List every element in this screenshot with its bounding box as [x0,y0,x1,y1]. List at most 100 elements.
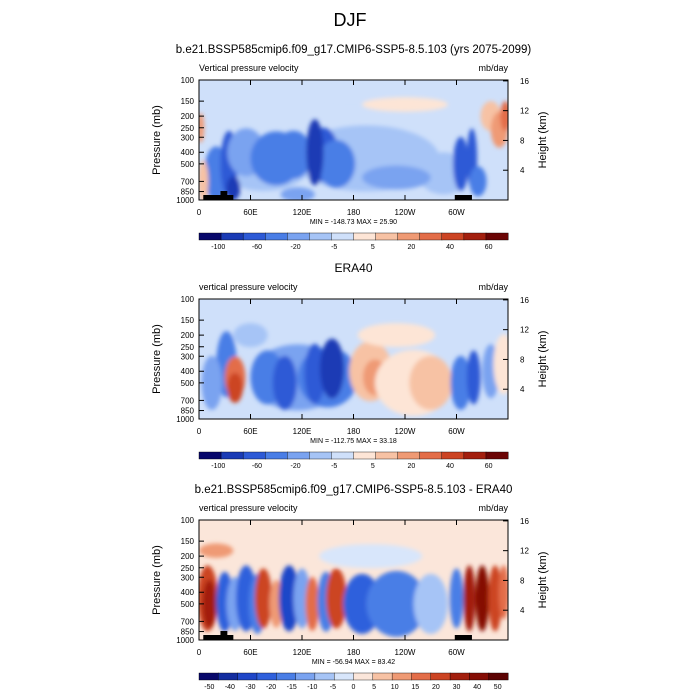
field-region [450,355,472,410]
field-region [453,136,469,191]
field-region [278,565,300,632]
lon-tick-label: 60W [448,648,465,657]
panel-title: b.e21.BSSP585cmip6.f09_g17.CMIP6-SSP5-8.… [176,44,532,56]
height-tick-label: 12 [520,326,529,335]
panel-units-label: mb/day [478,63,508,73]
lon-tick-label: 60W [448,427,465,436]
colorbar-swatch [397,232,421,241]
colorbar-swatch [353,672,374,681]
pressure-tick-label: 850 [181,188,195,197]
colorbar-swatch [242,451,266,460]
min-max-stats: MIN = -112.75 MAX = 33.18 [310,438,397,445]
pressure-tick-label: 100 [181,76,195,85]
colorbar-swatch [463,451,487,460]
colorbar-swatch [469,672,490,681]
colorbar-swatch [242,232,266,241]
topography [203,631,472,640]
colorbar-label: 5 [371,244,375,251]
y2-axis-label: Height (km) [537,331,549,388]
pressure-tick-label: 100 [181,516,195,525]
lon-tick-label: 0 [197,648,202,657]
pressure-tick-label: 400 [181,367,195,376]
page-title: DJF [334,10,367,30]
field-blobs [199,543,508,637]
pressure-tick-label: 150 [181,537,195,546]
colorbar-label: -20 [291,463,301,470]
colorbar-swatch [309,232,332,241]
colorbar-label: 60 [485,463,493,470]
colorbar-swatch [441,232,465,241]
field-region [366,570,427,637]
pressure-tick-label: 300 [181,352,195,361]
pressure-tick-label: 300 [181,133,195,142]
topography [203,191,472,200]
pressure-tick-label: 100 [181,295,195,304]
colorbar-label: -15 [287,684,297,691]
lon-tick-label: 60E [243,208,257,217]
colorbar-swatch [419,451,443,460]
contour-field [199,520,508,640]
pressure-tick-label: 850 [181,407,195,416]
contour-field [199,80,508,200]
field-region [199,543,234,558]
field-region [280,187,315,200]
field-region [319,87,388,100]
panel-units-label: mb/day [478,503,508,513]
pressure-tick-label: 500 [181,160,195,169]
pressure-tick-label: 700 [181,396,195,405]
pressure-tick-label: 250 [181,124,195,133]
colorbar-swatch [309,451,332,460]
colorbar-swatch [391,672,412,681]
panels: b.e21.BSSP585cmip6.f09_g17.CMIP6-SSP5-8.… [151,44,549,691]
panel-title: ERA40 [334,261,372,275]
colorbar: -100 -60 -20 -5 5 20 40 60 [198,451,509,470]
min-max-stats: MIN = -148.73 MAX = 25.90 [310,219,397,226]
lon-tick-label: 180 [347,427,361,436]
colorbar-label: -60 [252,463,262,470]
topography-bar [454,195,472,200]
colorbar-label: 5 [372,684,376,691]
height-tick-label: 16 [520,296,529,305]
colorbar-swatch [419,232,443,241]
lon-tick-label: 120E [293,648,312,657]
min-max-stats: MIN = -56.94 MAX = 83.42 [312,659,395,666]
colorbar-label: 40 [473,684,481,691]
colorbar-swatch [265,451,288,460]
height-tick-label: 12 [520,547,529,556]
y-axis-label: Pressure (mb) [151,324,163,394]
lon-tick-label: 180 [347,208,361,217]
field-region [362,165,431,190]
colorbar-swatch [198,451,222,460]
colorbar-label: 10 [391,684,399,691]
topography-bar [220,191,228,200]
lon-tick-label: 120W [395,648,416,657]
colorbar-swatch [198,232,222,241]
pressure-tick-label: 500 [181,600,195,609]
colorbar-swatch [375,451,399,460]
colorbar-label: -20 [266,684,276,691]
panel-2: ERA40 vertical pressure velocity mb/day 100… [151,261,549,470]
topography-bar [203,635,234,640]
height-tick-label: 8 [520,136,525,145]
field-region [357,323,436,348]
colorbar-swatch [331,232,354,241]
pressure-tick-label: 250 [181,343,195,352]
field-region [493,334,508,395]
field-region [306,119,324,186]
colorbar-label: -20 [291,244,301,251]
field-region [498,565,508,620]
pressure-tick-label: 200 [181,112,195,121]
field-region [449,568,464,629]
pressure-tick-label: 200 [181,331,195,340]
field-region [199,160,209,200]
colorbar-label: -40 [225,684,235,691]
colorbar: -50 -40 -30 -20 -15 -10 -5 0 5 10 15 20 30 40 50 [198,672,509,691]
colorbar-swatch [256,672,277,681]
height-tick-label: 12 [520,107,529,116]
colorbar-label: 15 [411,684,419,691]
topography-bar [203,195,234,200]
colorbar-label: 40 [446,463,454,470]
field-region [475,565,490,632]
pressure-tick-label: 400 [181,148,195,157]
colorbar-label: -5 [331,244,337,251]
